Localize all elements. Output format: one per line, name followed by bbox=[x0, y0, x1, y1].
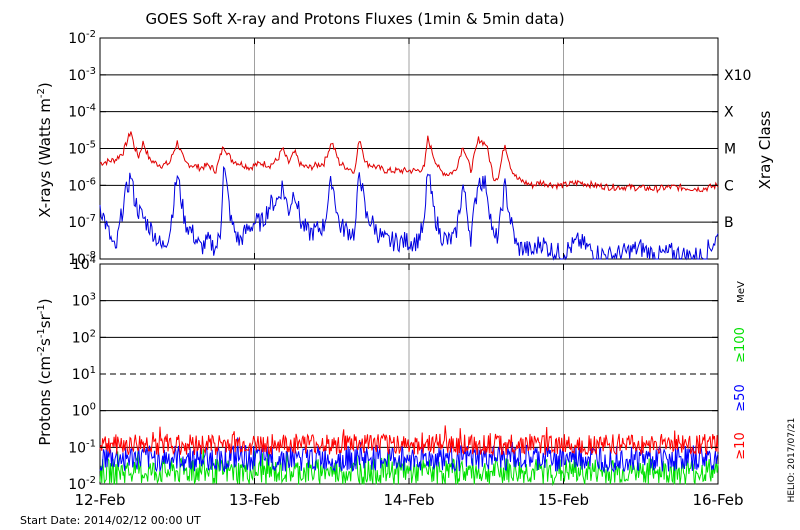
y-tick-label: 101 bbox=[72, 365, 96, 383]
x-tick-label: 15-Feb bbox=[538, 491, 589, 509]
xray-long-series-line bbox=[99, 131, 719, 194]
y-tick-label: 10-5 bbox=[68, 140, 96, 158]
xray-series-group bbox=[99, 131, 719, 261]
y-tick-label: 10-8 bbox=[68, 250, 96, 268]
xray-class-label: M bbox=[724, 142, 736, 158]
x-tick-label: 13-Feb bbox=[229, 491, 280, 509]
legend-proton-50mev: ≥50 bbox=[733, 384, 748, 411]
y-tick-label: 10-3 bbox=[68, 66, 96, 84]
proton-energy-unit: MeV bbox=[736, 281, 747, 303]
xray-class-label: B bbox=[724, 215, 734, 231]
legend-proton-10mev: ≥10 bbox=[733, 432, 748, 459]
day-gridlines bbox=[99, 38, 719, 484]
y-tick-label: 10-6 bbox=[68, 176, 96, 194]
xray-y-axis-label: X-rays (Watts m-2) bbox=[36, 82, 54, 217]
y-tick-label: 104 bbox=[72, 255, 96, 273]
xray-gridlines bbox=[100, 74, 718, 223]
y-tick-label: 102 bbox=[72, 328, 96, 346]
xray-class-axis-label: Xray Class bbox=[756, 110, 774, 189]
xray-class-label: X10 bbox=[724, 68, 751, 84]
y-tick-label: 103 bbox=[72, 292, 96, 310]
y-tick-label: 100 bbox=[72, 402, 96, 420]
proton-series-line bbox=[99, 449, 719, 487]
y-tick-label: 10-1 bbox=[68, 438, 96, 456]
y-tick-label: 10-4 bbox=[68, 103, 96, 121]
proton-series-group bbox=[99, 425, 719, 487]
xray-class-labels: X10 X M C B bbox=[724, 68, 751, 231]
x-tick-label: 12-Feb bbox=[74, 491, 125, 509]
xray-class-label: C bbox=[724, 178, 734, 194]
proton-series-line bbox=[99, 425, 719, 457]
proton-series-line bbox=[99, 437, 719, 474]
credit-label: HELIO: 2017/07/21 bbox=[787, 418, 797, 503]
x-tick-label: 14-Feb bbox=[383, 491, 434, 509]
proton-y-tick-labels: 104 103 102 101 100 10-1 10-2 bbox=[68, 255, 718, 493]
y-tick-label: 10-2 bbox=[68, 29, 96, 47]
start-date-label: Start Date: 2014/02/12 00:00 UT bbox=[20, 514, 201, 527]
y-tick-label: 10-7 bbox=[68, 213, 96, 231]
x-tick-labels: 12-Feb 13-Feb 14-Feb 15-Feb 16-Feb bbox=[74, 491, 743, 509]
proton-y-axis-label: Protons (cm-2s-1sr-1) bbox=[36, 298, 54, 445]
xray-class-label: X bbox=[724, 105, 734, 121]
legend-proton-100mev: ≥100 bbox=[733, 327, 748, 363]
x-tick-label: 16-Feb bbox=[692, 491, 743, 509]
xray-short-series-line bbox=[99, 165, 719, 261]
y-tick-label: 10-2 bbox=[68, 475, 96, 493]
xray-y-tick-labels: 10-2 10-3 10-4 10-5 10-6 10-7 10-8 bbox=[68, 29, 718, 268]
chart-title: GOES Soft X-ray and Protons Fluxes (1min… bbox=[145, 10, 564, 28]
